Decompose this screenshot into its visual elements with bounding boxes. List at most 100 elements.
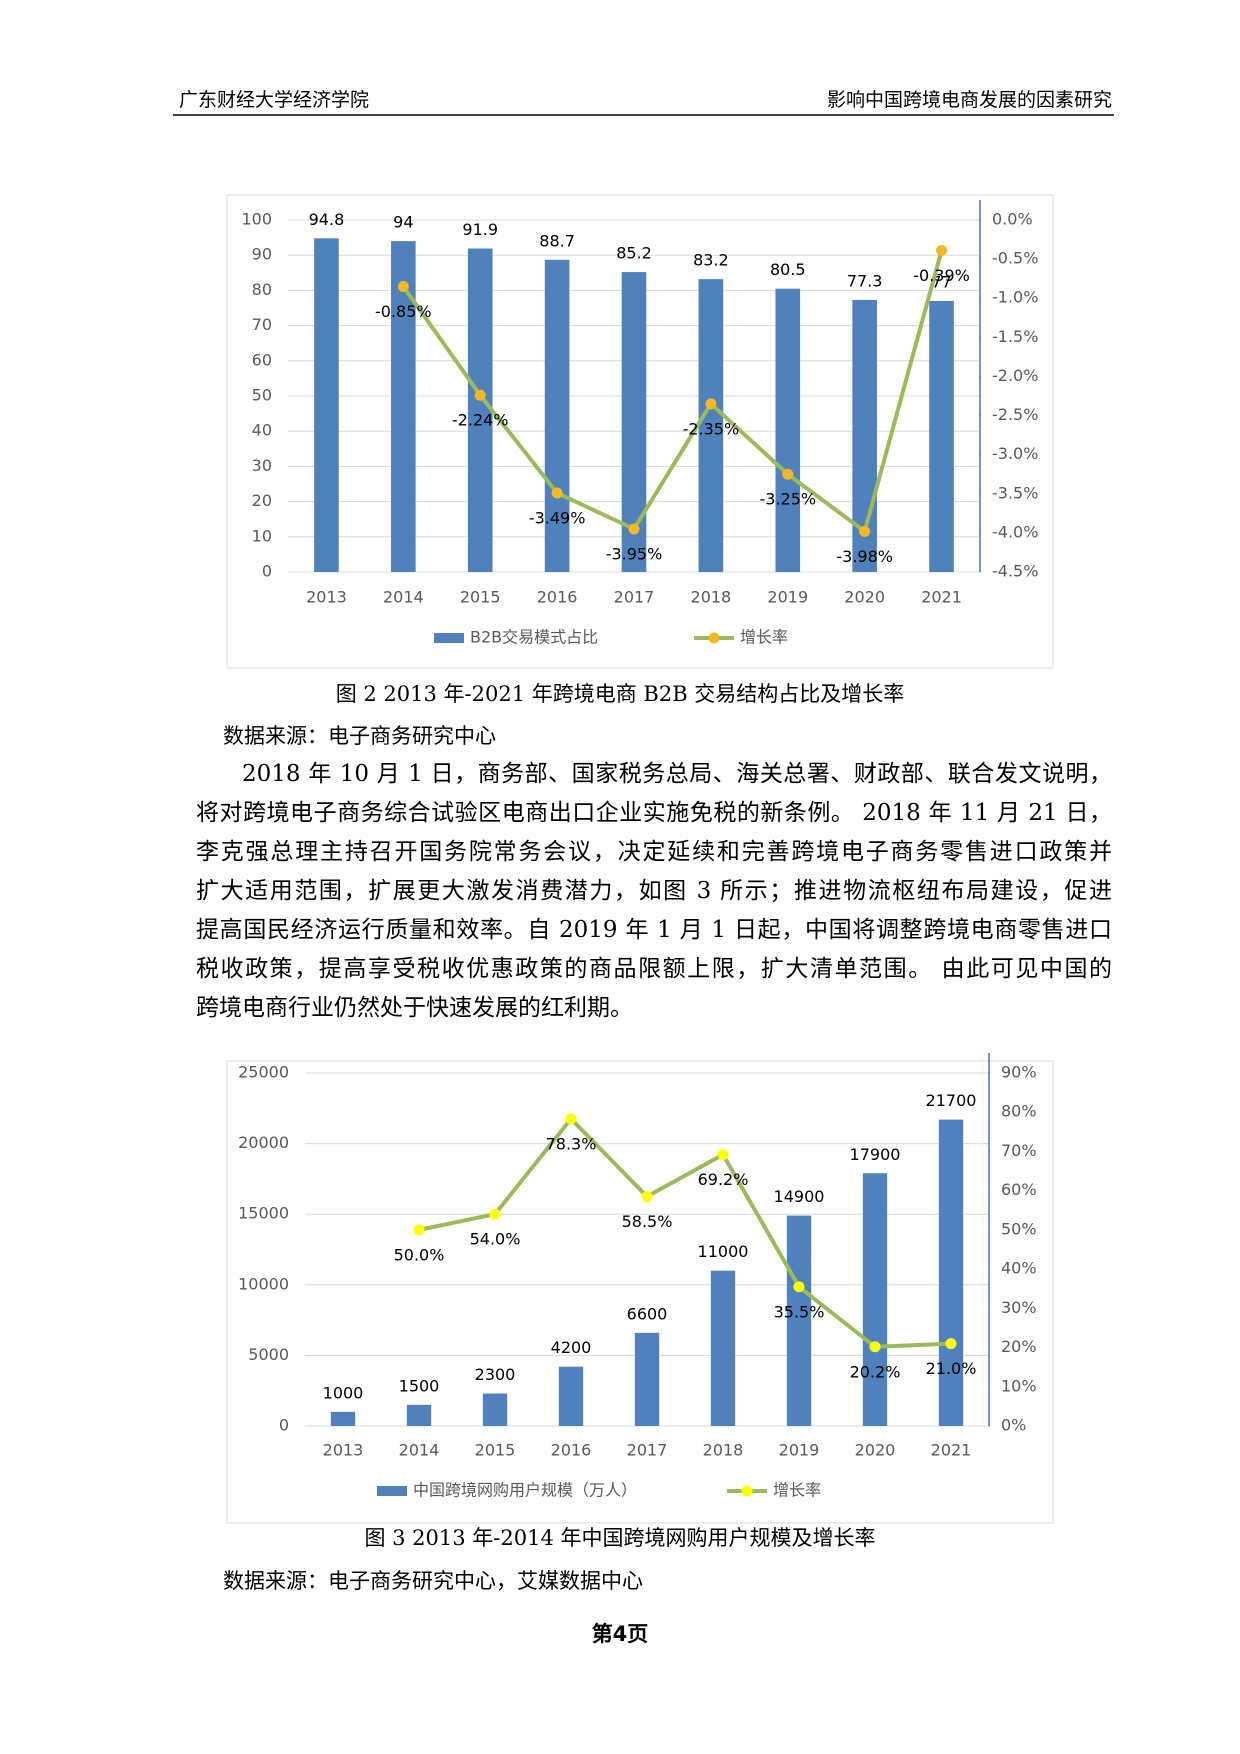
paragraph-line: 将对跨境电子商务综合试验区电商出口企业实施免税的新条例。 2018 年 11 月… (196, 800, 1112, 826)
line-value-label: 58.5% (622, 1212, 673, 1231)
paragraph-line: 李克强总理主持召开国务院常务会议，决定延续和完善跨境电子商务零售进口政策并 (196, 839, 1112, 865)
bar (544, 259, 570, 572)
x-tick-label: 2020 (855, 1441, 896, 1460)
legend-marker (708, 632, 720, 644)
x-tick-label: 2019 (767, 588, 808, 607)
line-value-label: -2.24% (452, 411, 509, 430)
y-tick-label: 15000 (238, 1204, 289, 1223)
bar-value-label: 1500 (399, 1376, 440, 1395)
y-tick-label: 60 (252, 350, 272, 369)
x-tick-label: 2014 (383, 588, 424, 607)
y2-tick-label: -2.0% (992, 366, 1038, 385)
x-tick-label: 2016 (537, 588, 578, 607)
bar (775, 288, 801, 572)
line-marker (551, 487, 563, 499)
x-tick-label: 2017 (627, 1441, 668, 1460)
bar (621, 272, 647, 572)
bar-value-label: 80.5 (770, 260, 806, 279)
y-tick-label: 0 (262, 562, 272, 581)
line-marker (628, 523, 640, 535)
line-marker (489, 1208, 501, 1220)
bar (330, 1411, 356, 1426)
y2-tick-label: -0.5% (992, 249, 1038, 268)
paragraph: 2018 年 10 月 1 日，商务部、国家税务总局、海关总署、财政部、联合发文… (196, 755, 1112, 1028)
x-tick-label: 2015 (475, 1441, 516, 1460)
y-tick-label: 10 (252, 526, 272, 545)
legend-marker (741, 1485, 753, 1497)
bar (710, 1270, 736, 1426)
bar-value-label: 14900 (774, 1187, 825, 1206)
y-tick-label: 20000 (238, 1133, 289, 1152)
y2-tick-label: 50% (1001, 1219, 1037, 1238)
header-left: 广东财经大学经济学院 (179, 89, 370, 111)
line-marker (717, 1149, 729, 1161)
x-tick-label: 2020 (844, 588, 885, 607)
y2-tick-label: 70% (1001, 1141, 1037, 1160)
x-tick-label: 2018 (703, 1441, 744, 1460)
line (418, 1116, 952, 1349)
bar-value-label: 1000 (323, 1383, 364, 1402)
y2-tick-label: 0.0% (992, 210, 1033, 229)
bar-value-label: 17900 (850, 1145, 901, 1164)
paragraph-line: 跨境电商行业仍然处于快速发展的红利期。 (196, 995, 633, 1021)
y-tick-label: 5000 (248, 1345, 289, 1364)
bar (634, 1332, 660, 1426)
figure-caption: 图 3 2013 年-2014 年中国跨境网购用户规模及增长率 (364, 1526, 876, 1550)
y-tick-label: 25000 (238, 1063, 289, 1082)
x-tick-label: 2015 (460, 588, 501, 607)
x-tick-label: 2013 (323, 1441, 364, 1460)
y-tick-label: 0 (279, 1416, 289, 1435)
y2-tick-label: -3.0% (992, 444, 1038, 463)
line-value-label: 50.0% (394, 1245, 445, 1264)
line-value-label: -3.25% (759, 490, 816, 509)
line-value-label: -3.49% (529, 508, 586, 527)
chart-frame (226, 1060, 1054, 1524)
y2-tick-label: -4.0% (992, 522, 1038, 541)
legend-label: 增长率 (773, 1481, 821, 1500)
y2-tick-label: -4.5% (992, 562, 1038, 581)
line-marker (474, 389, 486, 401)
x-tick-label: 2017 (614, 588, 655, 607)
y-tick-label: 80 (252, 280, 272, 299)
legend-label: 中国跨境网购用户规模（万人） (413, 1481, 637, 1500)
y-tick-label: 50 (252, 386, 272, 405)
y-tick-label: 70 (252, 315, 272, 334)
x-tick-label: 2018 (691, 588, 732, 607)
x-tick-label: 2013 (306, 588, 347, 607)
y2-tick-label: 90% (1001, 1063, 1037, 1082)
bar-value-label: 2300 (475, 1365, 516, 1384)
bar-value-label: 77.3 (847, 271, 883, 290)
legend-label: B2B交易模式占比 (470, 628, 598, 647)
line-marker (936, 245, 948, 257)
bar-value-label: 6600 (627, 1304, 668, 1323)
bar-value-label: 85.2 (616, 244, 652, 263)
y2-tick-label: 20% (1001, 1337, 1037, 1356)
paragraph-line: 2018 年 10 月 1 日，商务部、国家税务总局、海关总署、财政部、联合发文… (242, 761, 1112, 787)
y2-tick-label: 60% (1001, 1180, 1037, 1199)
line-marker (565, 1113, 577, 1125)
bar-value-label: 21700 (926, 1091, 977, 1110)
bar-value-label: 11000 (698, 1242, 749, 1261)
line-value-label: -2.35% (683, 419, 740, 438)
bar-value-label: 88.7 (539, 231, 575, 250)
bar-value-label: 83.2 (693, 251, 729, 270)
bar (558, 1366, 584, 1426)
bar (467, 248, 493, 572)
x-tick-label: 2014 (399, 1441, 440, 1460)
line-marker (397, 280, 409, 292)
line-value-label: 54.0% (470, 1230, 521, 1249)
line-marker (869, 1341, 881, 1353)
y2-tick-label: -1.0% (992, 288, 1038, 307)
paragraph-line: 提高国民经济运行质量和效率。自 2019 年 1 月 1 日起，中国将调整跨境电… (196, 917, 1112, 943)
line-value-label: 20.2% (850, 1362, 901, 1381)
y-tick-label: 20 (252, 491, 272, 510)
bar (314, 238, 339, 572)
y2-tick-label: 10% (1001, 1376, 1037, 1395)
line-marker (793, 1281, 805, 1293)
line-value-label: -0.39% (913, 266, 970, 285)
line (401, 249, 944, 534)
bar-value-label: 4200 (551, 1338, 592, 1357)
x-tick-label: 2016 (551, 1441, 592, 1460)
